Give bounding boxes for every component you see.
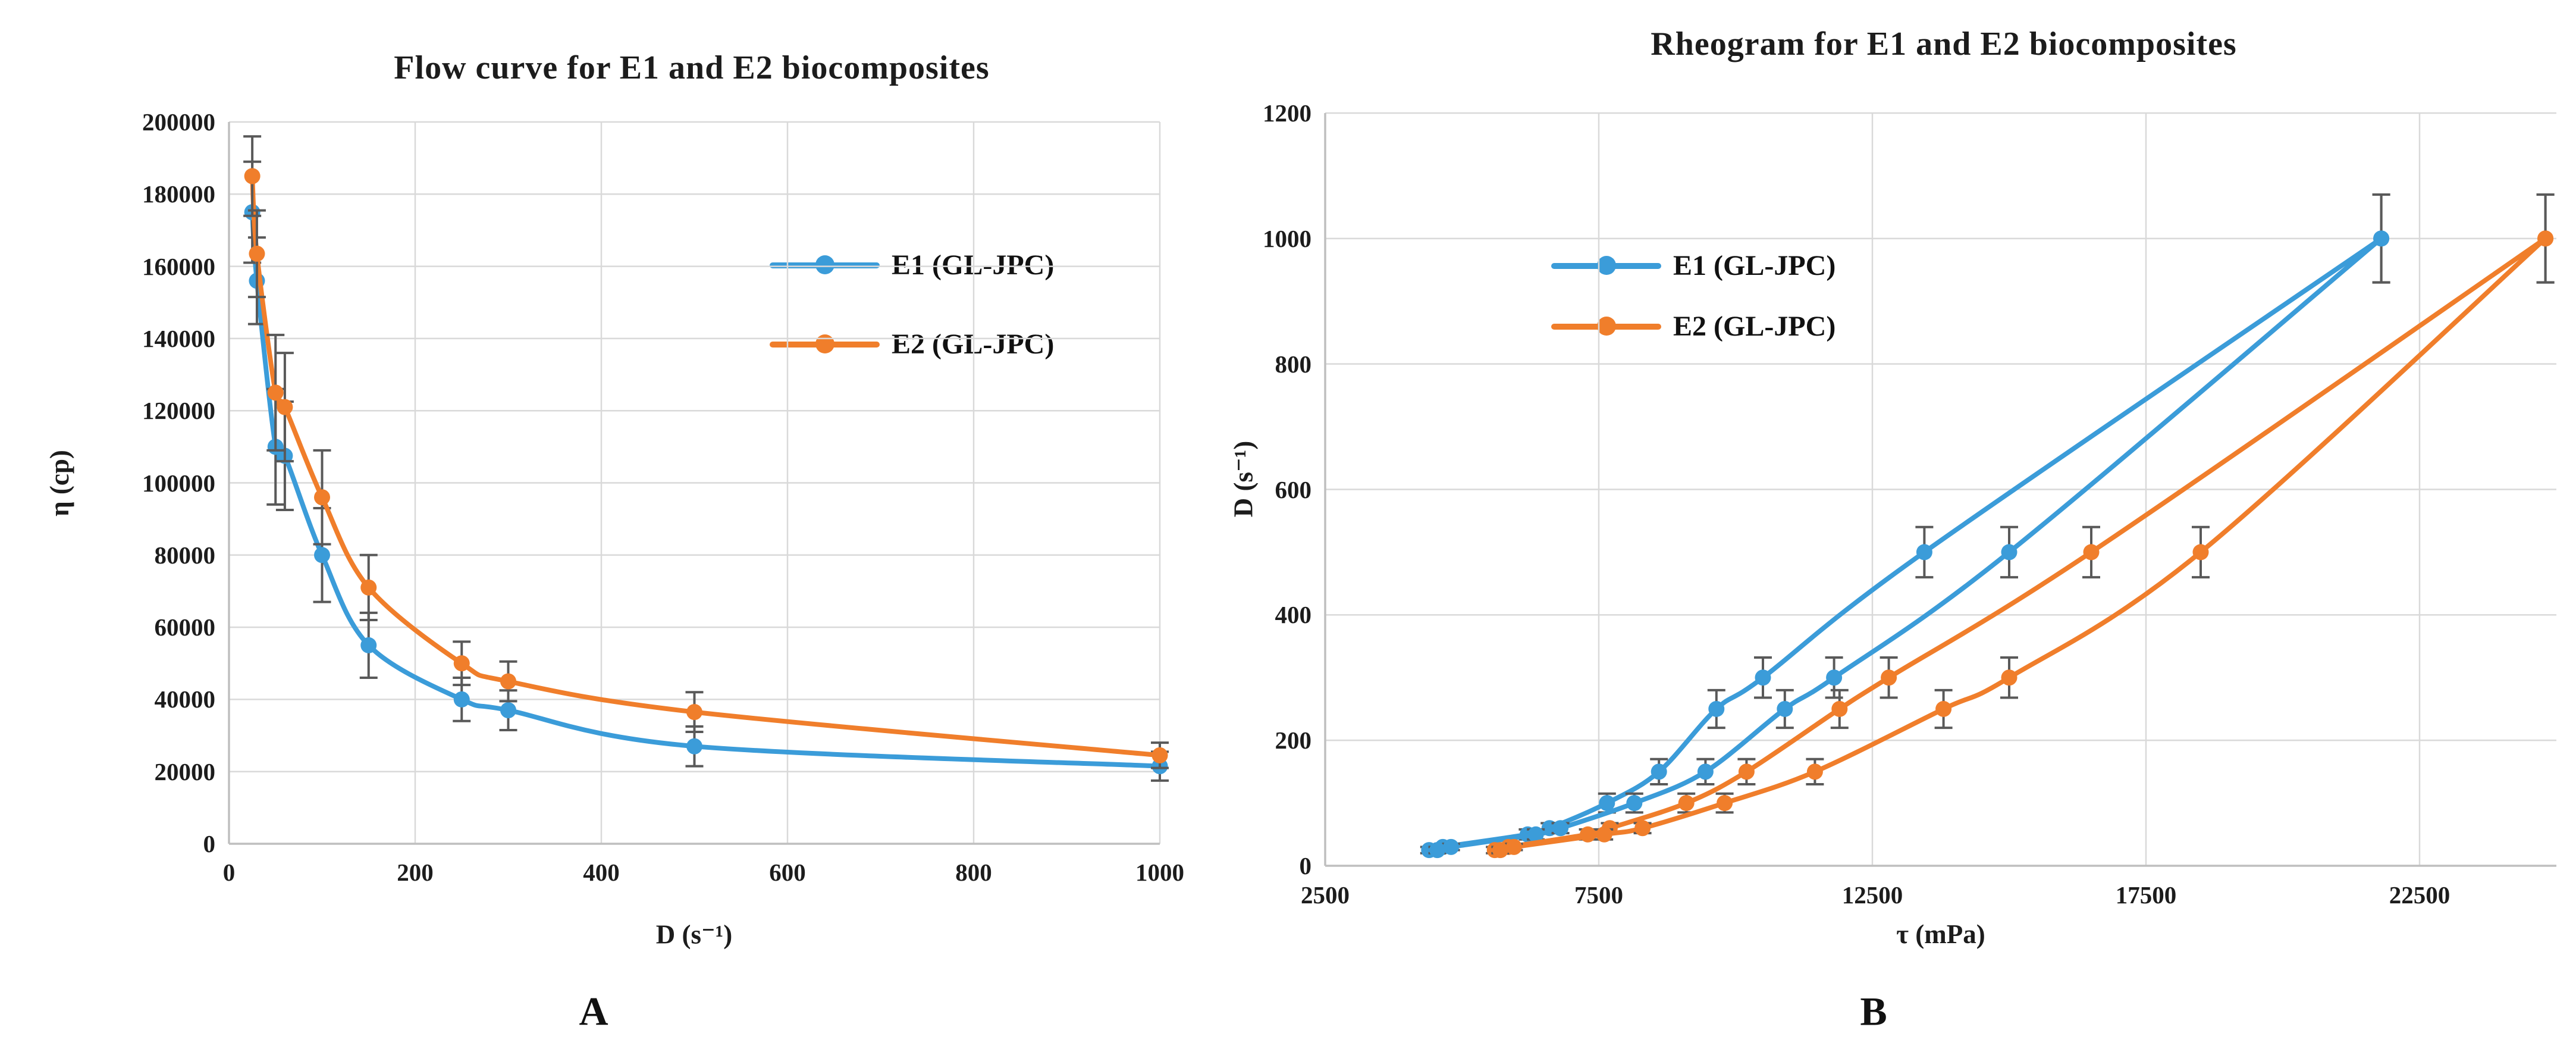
y-tick-label: 0 xyxy=(203,830,216,857)
legend-label: E1 (GL-JPC) xyxy=(1673,249,1836,281)
axis-lines xyxy=(1324,113,2556,867)
series-e1-gl-jpc-up-error-bars xyxy=(1420,193,2390,854)
y-tick-label: 180000 xyxy=(142,180,215,208)
x-tick-label: 800 xyxy=(955,859,992,886)
series-e2-gl-jpc-down-markers xyxy=(1492,230,2554,859)
x-tick-label: 17500 xyxy=(2115,881,2177,909)
legend-label: E2 (GL-JPC) xyxy=(1673,310,1836,342)
series-e1-gl-jpc-down-markers xyxy=(1429,230,2390,859)
legend-label: E1 (GL-JPC) xyxy=(892,249,1055,281)
series-e1-gl-jpc-down-line xyxy=(1435,236,2384,853)
series-e2-gl-jpc-line xyxy=(250,173,1162,758)
chart-plot-svg xyxy=(1324,112,2556,867)
series-e1-gl-jpc-error-bars xyxy=(243,160,1169,782)
y-tick-label: 120000 xyxy=(142,397,215,425)
legend-item-e1-gl-jpc[interactable]: E1 (GL-JPC) xyxy=(1548,243,1844,288)
chart-title-rheogram: Rheogram for E1 and E2 biocomposites xyxy=(1651,26,2237,62)
y-tick-label: 100000 xyxy=(142,469,215,497)
x-tick-label: 2500 xyxy=(1301,881,1350,909)
y-tick-label: 160000 xyxy=(142,252,215,280)
y-tick-label: 0 xyxy=(1299,852,1312,879)
y-tick-label: 140000 xyxy=(142,324,215,352)
legend-item-e2-gl-jpc[interactable]: E2 (GL-JPC) xyxy=(1548,303,1844,349)
series-e1-gl-jpc-markers xyxy=(244,204,1168,775)
x-tick-label: 7500 xyxy=(1574,881,1623,909)
chart-title-flow-curve: Flow curve for E1 and E2 biocomposites xyxy=(394,49,990,86)
y-tick-label: 40000 xyxy=(154,685,216,713)
series-e2-gl-jpc-error-bars xyxy=(243,135,1169,769)
x-tick-label: 600 xyxy=(769,859,806,886)
y-tick-label: 200000 xyxy=(142,108,215,136)
y-tick-label: 800 xyxy=(1275,350,1312,378)
x-axis-title-shear-stress: τ (mPa) xyxy=(1896,919,1985,949)
gridlines xyxy=(1325,112,2556,866)
legend-line-marker-icon xyxy=(1551,243,1661,288)
panel-letter-a: A xyxy=(579,988,608,1034)
series-e1-gl-jpc-down-error-bars xyxy=(1428,193,2390,854)
x-tick-label: 200 xyxy=(397,859,434,886)
y-tick-label: 1200 xyxy=(1263,99,1311,127)
x-tick-label: 12500 xyxy=(1841,881,1903,909)
legend-item-e1-gl-jpc[interactable]: E1 (GL-JPC) xyxy=(766,242,1063,287)
series-e1-gl-jpc-up-line xyxy=(1426,236,2384,853)
y-tick-label: 600 xyxy=(1275,475,1312,503)
axis-lines xyxy=(228,122,1160,845)
series-e2-gl-jpc-markers xyxy=(244,168,1168,763)
y-tick-label: 60000 xyxy=(154,613,216,641)
y-tick-label: 20000 xyxy=(154,757,216,785)
x-tick-label: 22500 xyxy=(2389,881,2451,909)
legend-item-e2-gl-jpc[interactable]: E2 (GL-JPC) xyxy=(766,321,1063,367)
x-axis-title-shear-rate: D (s⁻¹) xyxy=(655,919,733,950)
legend-line-marker-icon xyxy=(1551,303,1661,349)
x-tick-label: 400 xyxy=(583,859,620,886)
legend-line-marker-icon xyxy=(770,242,880,287)
x-tick-label: 1000 xyxy=(1135,859,1184,886)
series-e2-gl-jpc-down-error-bars xyxy=(1491,193,2555,854)
chart-plot-svg xyxy=(228,121,1169,845)
x-tick-label: 0 xyxy=(222,859,236,886)
panel-letter-b: B xyxy=(1860,988,1887,1034)
series-e1-gl-jpc-up-markers xyxy=(1421,230,2390,859)
y-tick-label: 200 xyxy=(1275,727,1312,755)
legend-line-marker-icon xyxy=(770,321,880,367)
y-tick-label: 400 xyxy=(1275,601,1312,629)
series-e2-gl-jpc-up-error-bars xyxy=(1486,193,2555,854)
y-tick-label: 80000 xyxy=(154,541,216,569)
legend-label: E2 (GL-JPC) xyxy=(892,328,1055,360)
series-e1-gl-jpc-line xyxy=(250,209,1162,769)
y-tick-label: 1000 xyxy=(1263,224,1311,252)
